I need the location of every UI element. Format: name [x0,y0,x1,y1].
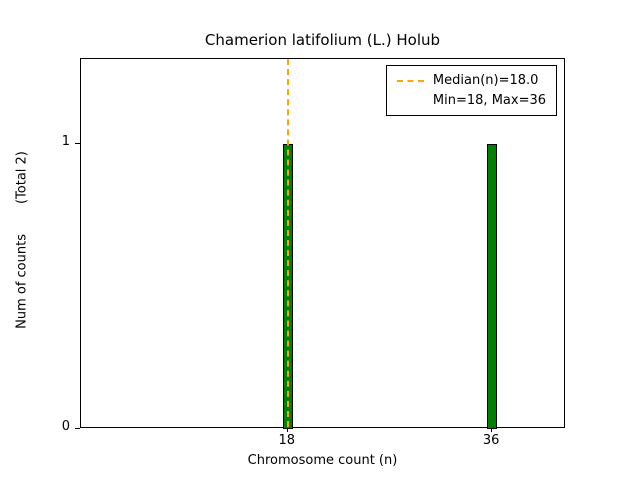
median-dashed-line-icon [396,79,424,82]
y-tick-0 [75,428,80,429]
legend-label-median: Median(n)=18.0 [432,73,539,88]
chart-title: Chamerion latifolium (L.) Holub [204,31,441,49]
plot-area: Median(n)=18.0 Min=18, Max=36 [80,58,565,429]
x-tick-36 [491,428,493,432]
median-line [286,59,289,427]
legend-entry-median: Median(n)=18.0 [396,73,546,88]
x-tick-label-18: 18 [278,433,295,448]
y-axis-label-total: (Total 2) [14,151,30,205]
x-tick-18 [286,428,288,432]
y-axis-label: Num of counts (Total 2) [15,151,30,329]
y-tick-label-1: 1 [61,134,70,150]
y-tick-label-0: 0 [61,419,70,434]
legend-label-minmax: Min=18, Max=36 [432,93,546,108]
bar-36 [487,144,498,429]
x-tick-label-36: 36 [482,433,500,448]
legend-entry-minmax: Min=18, Max=36 [397,93,546,108]
y-axis-label-main: Num of counts [14,234,30,329]
x-axis-label: Chromosome count (n) [247,453,398,468]
legend: Median(n)=18.0 Min=18, Max=36 [385,65,557,116]
y-tick-1 [75,143,80,145]
